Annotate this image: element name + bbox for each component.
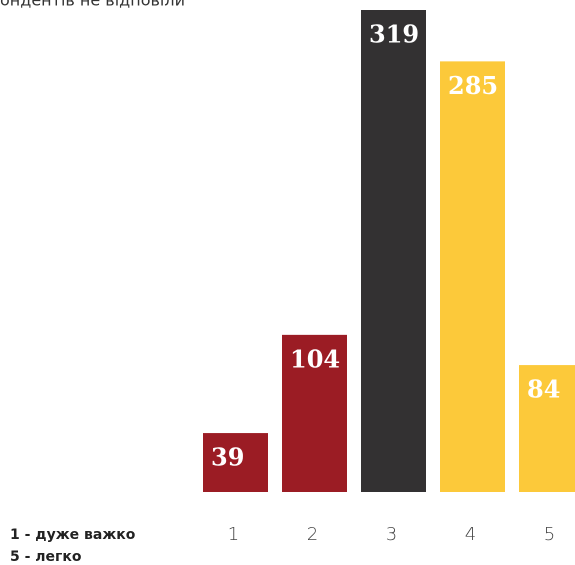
chart-subtitle: ондентів не відповіли	[0, 0, 185, 10]
bar	[203, 433, 268, 492]
legend-line: 5 - легко	[10, 549, 82, 565]
value-label: 84	[527, 375, 560, 404]
value-label: 319	[369, 20, 419, 49]
bar	[282, 334, 347, 492]
value-label: 104	[290, 344, 340, 373]
bar	[519, 365, 575, 492]
value-label: 285	[448, 71, 498, 100]
x-tick-label: 1	[228, 524, 239, 545]
x-tick-label: 4	[465, 524, 476, 545]
bar	[440, 61, 505, 492]
x-tick-label: 5	[544, 524, 555, 545]
x-tick-label: 2	[307, 524, 318, 545]
x-tick-label: 3	[386, 524, 397, 545]
legend-line: 1 - дуже важко	[10, 527, 136, 543]
bar	[361, 10, 426, 492]
value-label: 39	[211, 443, 244, 472]
